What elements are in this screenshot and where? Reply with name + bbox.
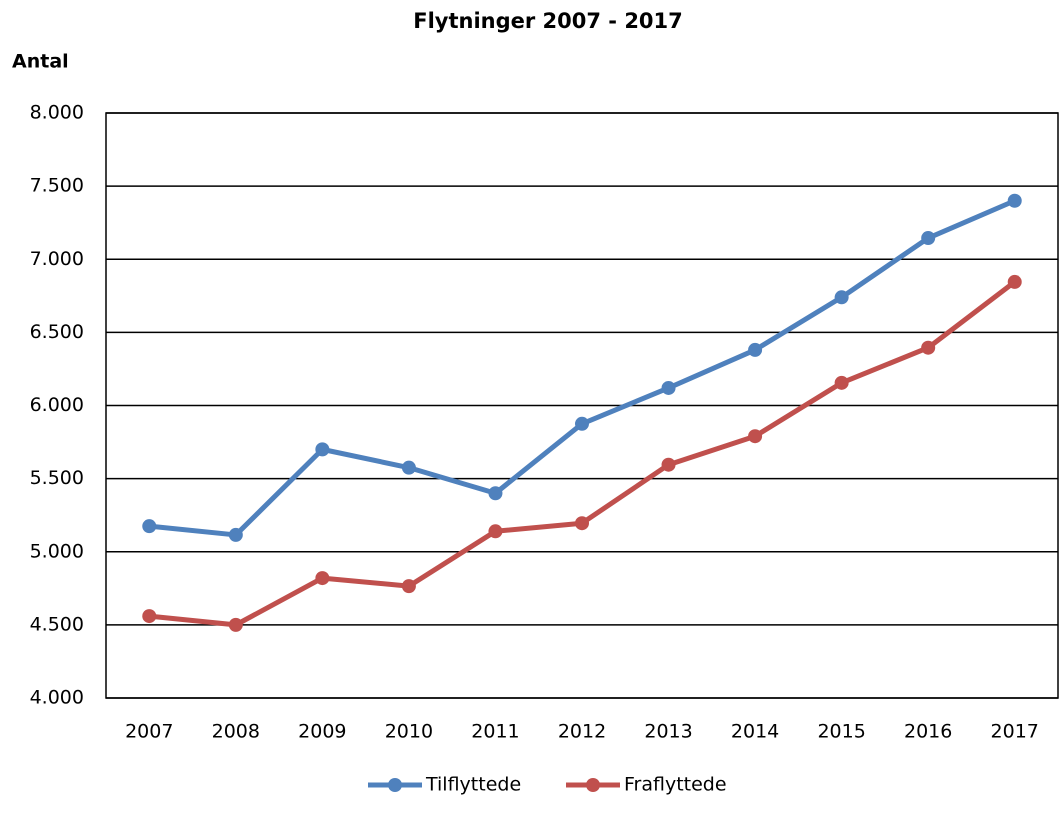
data-point [401,460,416,475]
y-axis-label: Antal [12,51,69,73]
y-tick-label: 5.500 [30,467,84,489]
y-tick-label: 4.000 [30,687,84,709]
data-point [834,290,849,305]
chart-title: Flytninger 2007 - 2017 [413,9,683,33]
data-point [488,524,503,539]
data-point [142,519,157,534]
x-tick-label: 2008 [212,721,260,743]
data-point [748,342,763,357]
x-tick-label: 2011 [471,721,519,743]
series-line [149,279,1017,628]
y-tick-label: 6.000 [30,394,84,416]
legend-label: Fraflyttede [624,774,727,796]
data-point [748,429,763,444]
data-point [1007,193,1022,208]
x-tick-label: 2010 [385,721,433,743]
x-tick-label: 2007 [125,721,173,743]
x-tick-label: 2013 [644,721,692,743]
y-tick-label: 4.500 [30,613,84,635]
y-tick-label: 5.000 [30,540,84,562]
y-tick-label: 7.000 [30,248,84,270]
data-point [575,516,589,531]
data-point [834,375,849,390]
x-tick-label: 2015 [817,721,865,743]
x-tick-label: 2012 [558,721,606,743]
data-point [228,527,243,542]
data-point [228,617,243,632]
data-point [1007,274,1022,289]
data-point [401,579,416,594]
data-point [921,231,936,246]
y-tick-label: 8.000 [30,102,84,124]
legend-label: Tilflyttede [425,774,521,796]
data-point [315,442,330,457]
data-point [488,486,503,501]
y-tick-label: 7.500 [30,175,84,197]
data-point [661,457,676,472]
x-tick-label: 2009 [298,721,346,743]
data-point [142,609,157,624]
data-point [661,380,676,395]
data-point [575,416,589,431]
legend-marker [586,778,600,792]
legend-marker [388,778,402,792]
x-tick-label: 2016 [904,721,952,743]
data-point [315,571,330,586]
y-tick-label: 6.500 [30,321,84,343]
x-tick-label: 2014 [731,721,779,743]
data-point [921,340,936,355]
x-tick-label: 2017 [991,721,1039,743]
